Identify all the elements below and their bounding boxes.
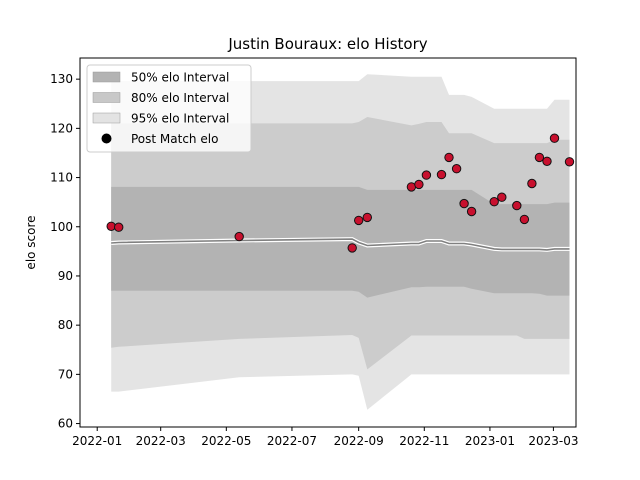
y-tick-label: 100 bbox=[50, 220, 73, 234]
y-tick-label: 80 bbox=[58, 318, 73, 332]
legend-label: 80% elo Interval bbox=[131, 91, 229, 105]
legend-label: Post Match elo bbox=[131, 132, 218, 146]
post-match-point bbox=[534, 152, 545, 163]
post-match-point bbox=[527, 178, 537, 189]
post-match-point bbox=[451, 164, 462, 174]
post-match-point bbox=[444, 152, 454, 163]
legend-swatch-95 bbox=[92, 112, 121, 124]
post-match-point bbox=[234, 231, 244, 242]
band-50-interval bbox=[111, 186, 570, 298]
y-tick-label: 120 bbox=[50, 121, 73, 135]
x-tick-label: 2022-01 bbox=[72, 434, 122, 448]
y-tick-label: 110 bbox=[50, 171, 73, 185]
interval-bands bbox=[111, 74, 570, 410]
post-match-point bbox=[459, 198, 469, 209]
chart-title: Justin Bouraux: elo History bbox=[227, 35, 427, 53]
post-match-point bbox=[564, 157, 575, 167]
legend-swatch-50 bbox=[92, 71, 121, 83]
legend-swatch-80 bbox=[92, 92, 121, 103]
post-match-point bbox=[519, 214, 530, 225]
legend-label: 95% elo Interval bbox=[131, 112, 229, 126]
post-match-point bbox=[414, 179, 424, 190]
post-match-point bbox=[489, 197, 499, 207]
y-axis: 60 70 80 90 100 110 120 130 bbox=[50, 72, 80, 431]
mean-line-group bbox=[111, 237, 570, 252]
y-tick-label: 70 bbox=[58, 367, 73, 381]
y-tick-label: 60 bbox=[58, 417, 73, 431]
y-axis-label: elo score bbox=[24, 215, 38, 269]
x-tick-label: 2023-03 bbox=[528, 434, 578, 448]
post-match-point bbox=[347, 243, 357, 253]
post-match-points bbox=[106, 133, 575, 253]
x-tick-label: 2022-03 bbox=[136, 434, 186, 448]
x-tick-label: 2022-11 bbox=[399, 434, 449, 448]
post-match-point bbox=[421, 170, 432, 180]
post-match-point bbox=[466, 206, 477, 217]
x-axis: 2022-01 2022-03 2022-05 2022-07 2022-09 2022-… bbox=[72, 427, 578, 448]
x-tick-label: 2023-01 bbox=[465, 434, 515, 448]
plot-area bbox=[79, 57, 577, 428]
post-match-point bbox=[354, 215, 364, 226]
y-tick-label: 130 bbox=[50, 72, 73, 86]
post-match-point bbox=[436, 169, 447, 180]
y-tick-label: 90 bbox=[58, 269, 73, 283]
plot-frame bbox=[79, 57, 577, 428]
post-match-point bbox=[362, 212, 372, 223]
post-match-point bbox=[549, 133, 560, 143]
post-match-point bbox=[114, 222, 124, 232]
x-tick-label: 2022-07 bbox=[267, 434, 317, 448]
legend-box bbox=[86, 64, 252, 153]
post-match-point bbox=[542, 156, 552, 167]
mean-elo-line bbox=[111, 238, 570, 251]
legend-label: 50% elo Interval bbox=[131, 71, 229, 85]
legend-marker-post-match bbox=[101, 133, 112, 144]
post-match-point bbox=[512, 200, 522, 211]
post-match-point bbox=[497, 192, 507, 202]
x-tick-label: 2022-05 bbox=[201, 434, 251, 448]
x-tick-label: 2022-09 bbox=[334, 434, 384, 448]
legend: 50% elo Interval 80% elo Interval 95% elo … bbox=[86, 64, 252, 153]
